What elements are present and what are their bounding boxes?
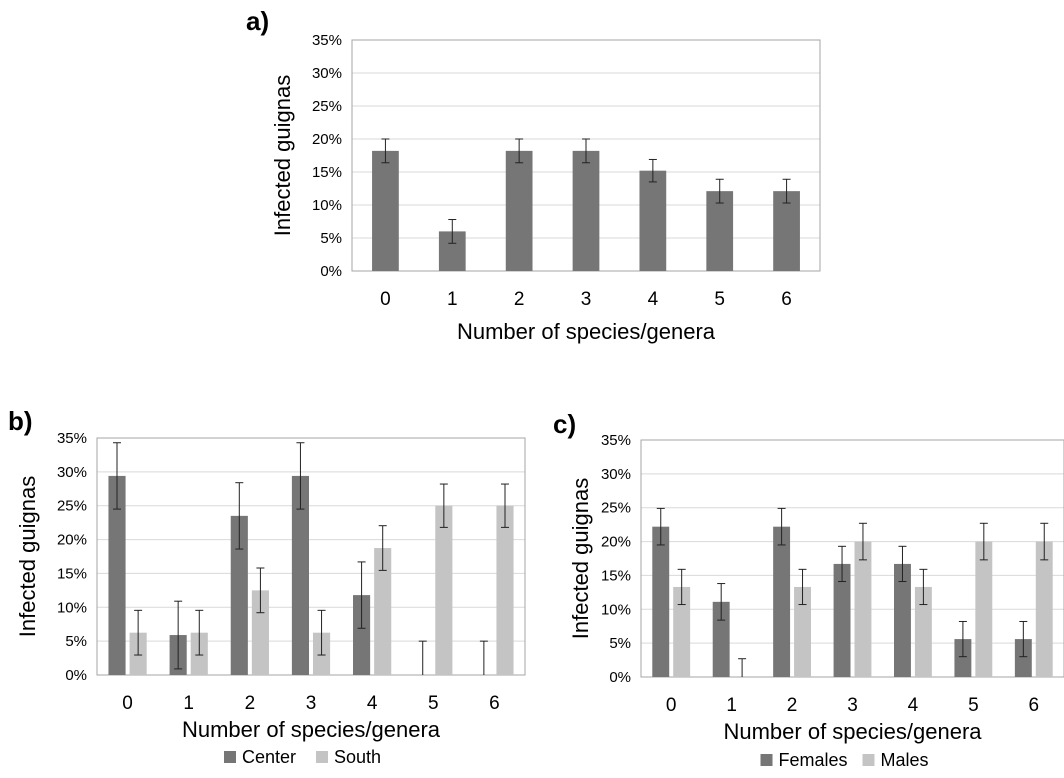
panel-label: c)	[553, 409, 576, 439]
bar	[1014, 639, 1032, 677]
x-axis-title: Number of species/genera	[182, 717, 441, 742]
bar	[353, 595, 371, 675]
legend-swatch	[224, 751, 236, 763]
x-tick-label: 5	[968, 695, 979, 716]
bar	[374, 548, 392, 675]
y-tick-label: 25%	[312, 98, 342, 115]
x-tick-label: 5	[714, 289, 725, 310]
bar	[954, 639, 972, 677]
y-tick-label: 20%	[601, 534, 631, 551]
x-axis-title: Number of species/genera	[457, 319, 716, 344]
x-tick-label: 4	[648, 289, 659, 310]
x-tick-label: 0	[380, 289, 391, 310]
y-tick-label: 0%	[609, 669, 631, 686]
legend-label: Males	[881, 750, 929, 770]
y-tick-label: 35%	[312, 32, 342, 49]
y-tick-label: 5%	[609, 635, 631, 652]
x-tick-label: 5	[428, 693, 439, 714]
bar	[639, 170, 667, 271]
bar	[230, 515, 248, 675]
y-tick-label: 25%	[57, 498, 87, 515]
bar	[706, 191, 734, 271]
bar	[894, 563, 911, 677]
legend-label: South	[334, 747, 381, 767]
bar	[652, 526, 670, 677]
x-tick-label: 2	[787, 695, 798, 716]
plot-frame	[640, 439, 1064, 678]
x-tick-label: 0	[666, 695, 677, 716]
y-tick-label: 10%	[312, 197, 342, 214]
legend-swatch	[316, 751, 328, 763]
bar	[505, 150, 533, 271]
x-tick-label: 2	[514, 289, 525, 310]
bar	[854, 541, 872, 677]
x-tick-label: 1	[447, 289, 458, 310]
y-tick-label: 30%	[57, 464, 87, 481]
y-axis-title: Infected guignas	[568, 478, 593, 639]
x-tick-label: 6	[489, 693, 500, 714]
bar	[1035, 541, 1053, 677]
y-axis-title: Infected guignas	[15, 476, 40, 637]
y-tick-label: 25%	[601, 500, 631, 517]
x-tick-label: 6	[1028, 695, 1039, 716]
panel-label: b)	[8, 406, 33, 436]
bar	[291, 475, 309, 675]
bar	[372, 150, 399, 271]
chart-panel-a: 0% 5% 10% 15% 20% 25% 30% 35% 0 1 2 3 4 5 6 Infected gu…	[246, 6, 821, 344]
x-tick-label: 3	[581, 289, 592, 310]
bar	[833, 563, 851, 677]
x-tick-label: 6	[781, 289, 792, 310]
y-tick-label: 10%	[57, 599, 87, 616]
bar	[914, 586, 932, 677]
bar	[108, 475, 126, 675]
y-tick-label: 20%	[57, 532, 87, 549]
bar	[572, 150, 600, 271]
bar	[794, 586, 811, 677]
y-tick-label: 35%	[57, 430, 87, 447]
y-tick-label: 10%	[601, 601, 631, 618]
bar	[251, 590, 269, 675]
legend-swatch	[760, 754, 773, 766]
y-tick-label: 30%	[312, 65, 342, 82]
legend-label: Center	[242, 747, 296, 767]
x-tick-label: 4	[367, 693, 378, 714]
x-tick-label: 0	[122, 693, 133, 714]
panel-label: a)	[246, 6, 269, 36]
y-tick-label: 15%	[57, 565, 87, 582]
y-tick-label: 35%	[601, 432, 631, 449]
x-tick-label: 3	[306, 693, 317, 714]
y-tick-label: 15%	[312, 164, 342, 181]
x-tick-label: 3	[847, 695, 858, 716]
y-tick-label: 15%	[601, 567, 631, 584]
bar	[435, 505, 453, 675]
x-tick-label: 2	[245, 693, 256, 714]
y-axis-title: Infected guignas	[270, 75, 295, 236]
x-tick-label: 4	[908, 695, 919, 716]
y-tick-label: 0%	[320, 263, 342, 280]
bar	[773, 526, 791, 677]
bar	[673, 586, 691, 677]
y-tick-label: 30%	[601, 466, 631, 483]
x-tick-label: 1	[183, 693, 194, 714]
y-tick-label: 5%	[65, 633, 87, 650]
plot-frame	[96, 437, 526, 676]
x-tick-label: 1	[726, 695, 737, 716]
x-axis-title: Number of species/genera	[723, 719, 982, 744]
y-tick-label: 5%	[320, 230, 342, 247]
chart-panel-c: 0% 5% 10% 15% 20% 25% 30% 35% 0 1 2 3 4 5 6 Infected gu…	[553, 409, 1064, 770]
bar	[496, 505, 514, 675]
bar	[773, 191, 800, 271]
bar	[712, 601, 730, 677]
legend-label: Females	[779, 750, 848, 770]
legend-swatch	[862, 754, 875, 766]
y-tick-label: 20%	[312, 131, 342, 148]
chart-panel-b: 0% 5% 10% 15% 20% 25% 30% 35% 0 1 2 3 4 5 6 Infected gu…	[8, 406, 526, 767]
y-tick-label: 0%	[65, 667, 87, 684]
bar	[975, 541, 993, 677]
